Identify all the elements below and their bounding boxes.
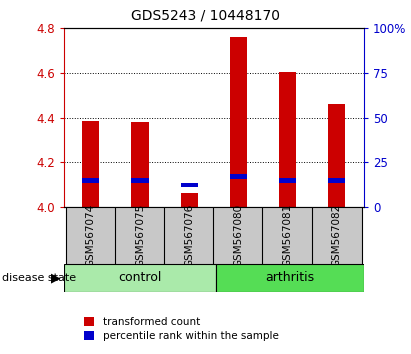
Text: ▶: ▶ (51, 272, 61, 284)
Text: arthritis: arthritis (266, 272, 314, 284)
Text: GSM567074: GSM567074 (86, 204, 96, 267)
Text: GSM567080: GSM567080 (233, 204, 243, 267)
Text: GSM567075: GSM567075 (135, 204, 145, 267)
Bar (64, 264, 216, 292)
Bar (213, 207, 263, 264)
Bar (279, 178, 296, 183)
Text: GSM567081: GSM567081 (282, 204, 293, 267)
Text: GDS5243 / 10448170: GDS5243 / 10448170 (131, 9, 280, 23)
Bar (216, 264, 364, 292)
Text: disease state: disease state (2, 273, 76, 283)
Bar (279, 72, 296, 207)
Bar (230, 174, 247, 179)
Text: control: control (118, 272, 162, 284)
Bar (328, 104, 345, 207)
Bar (115, 207, 165, 264)
Bar (132, 122, 148, 207)
Bar (164, 207, 214, 264)
Bar (263, 207, 312, 264)
Legend: transformed count, percentile rank within the sample: transformed count, percentile rank withi… (84, 317, 279, 341)
Bar (230, 37, 247, 207)
Bar (132, 178, 148, 183)
Bar (82, 121, 99, 207)
Text: GSM567082: GSM567082 (332, 204, 342, 267)
Bar (328, 178, 345, 183)
Bar (66, 207, 116, 264)
Text: GSM567076: GSM567076 (184, 204, 194, 267)
Bar (82, 178, 99, 183)
Bar (180, 193, 198, 207)
Bar (312, 207, 362, 264)
Bar (180, 183, 198, 187)
